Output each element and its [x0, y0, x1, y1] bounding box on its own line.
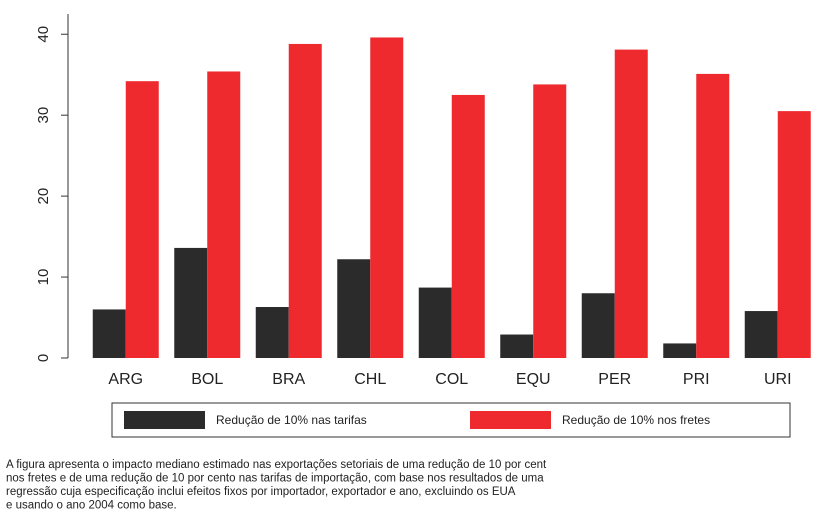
bar	[500, 334, 534, 358]
y-tick-label: 0	[35, 354, 52, 362]
x-tick-label: COL	[435, 371, 468, 388]
bar	[614, 49, 648, 359]
x-tick-label: PER	[598, 371, 631, 388]
bar	[696, 73, 730, 358]
bar	[337, 259, 371, 358]
bar	[533, 84, 567, 358]
x-tick-label: EQU	[516, 371, 551, 388]
y-tick-label: 10	[35, 269, 52, 286]
bar	[418, 287, 452, 358]
y-tick-label: 40	[35, 26, 52, 43]
legend-label: Redução de 10% nos fretes	[562, 413, 710, 427]
caption-line: A figura apresenta o impacto mediano est…	[6, 459, 547, 471]
bar	[744, 311, 778, 358]
bar	[581, 293, 615, 358]
legend-swatch	[470, 411, 551, 429]
y-tick-label: 20	[35, 188, 52, 205]
x-tick-label: BRA	[272, 371, 305, 388]
bar	[174, 247, 208, 358]
caption-line: nos fretes e de uma redução de 10 por ce…	[6, 473, 544, 485]
x-tick-label: PRI	[683, 371, 710, 388]
bar	[125, 81, 159, 358]
x-tick-label: BOL	[191, 371, 223, 388]
y-tick-label: 30	[35, 107, 52, 124]
bar	[663, 343, 697, 358]
caption-line: regressão cuja especificação inclui efei…	[6, 486, 516, 498]
x-tick-label: CHL	[354, 371, 386, 388]
bar	[92, 309, 126, 358]
bar	[370, 37, 404, 359]
legend-swatch	[124, 411, 205, 429]
bar	[207, 71, 241, 359]
bar	[777, 111, 811, 358]
bar	[451, 94, 485, 359]
legend-box	[111, 402, 791, 438]
bar	[288, 43, 322, 358]
caption-line: e usando o ano 2004 como base.	[6, 500, 177, 512]
x-tick-label: URI	[764, 371, 792, 388]
x-tick-label: ARG	[108, 371, 143, 388]
legend-label: Redução de 10% nas tarifas	[216, 413, 367, 427]
bar	[255, 307, 289, 358]
